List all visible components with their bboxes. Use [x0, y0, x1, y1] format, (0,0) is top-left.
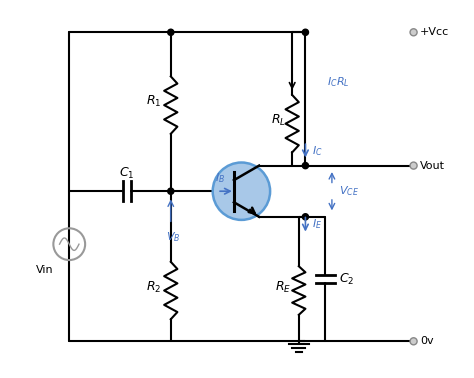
- Text: $R_1$: $R_1$: [146, 94, 162, 109]
- Text: +Vcc: +Vcc: [420, 27, 449, 37]
- Circle shape: [410, 29, 417, 36]
- Text: $C_2$: $C_2$: [339, 271, 355, 287]
- Text: $I_C$: $I_C$: [312, 144, 323, 158]
- Circle shape: [302, 29, 309, 36]
- Circle shape: [168, 29, 174, 36]
- Text: $V_B$: $V_B$: [166, 230, 180, 243]
- Text: Vout: Vout: [420, 161, 445, 170]
- Text: $C_1$: $C_1$: [119, 166, 134, 181]
- Text: $I_C R_L$: $I_C R_L$: [328, 75, 350, 89]
- Text: $R_E$: $R_E$: [275, 279, 292, 294]
- Text: $I_B$: $I_B$: [215, 172, 225, 185]
- Text: $I_E$: $I_E$: [312, 218, 322, 231]
- Circle shape: [213, 163, 270, 220]
- Text: 0v: 0v: [420, 336, 434, 346]
- Text: $R_L$: $R_L$: [271, 113, 285, 128]
- Text: Vin: Vin: [36, 265, 54, 275]
- Circle shape: [410, 338, 417, 345]
- Circle shape: [302, 214, 309, 220]
- Circle shape: [410, 162, 417, 169]
- Circle shape: [168, 188, 174, 194]
- Text: $R_2$: $R_2$: [146, 279, 162, 294]
- Text: $V_{CE}$: $V_{CE}$: [338, 184, 358, 198]
- Circle shape: [302, 163, 309, 169]
